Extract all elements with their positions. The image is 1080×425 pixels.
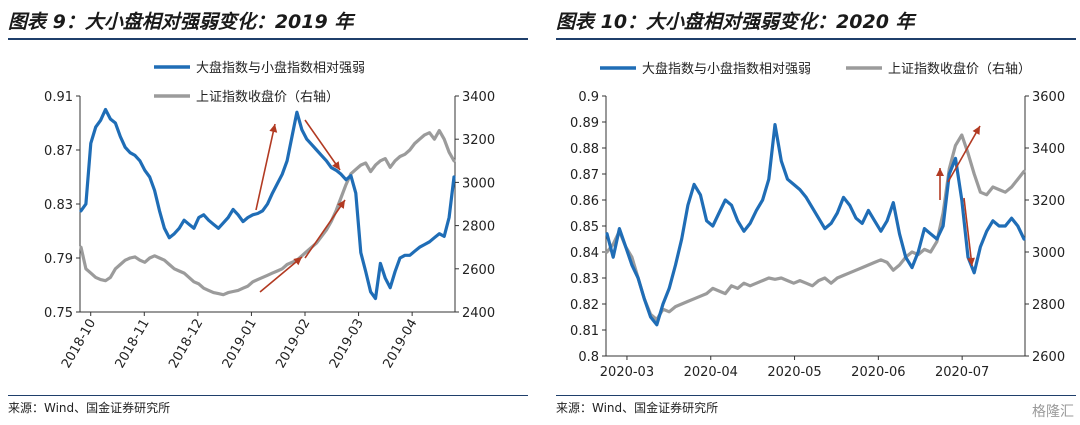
right-ytick-label-left: 0.81 bbox=[570, 324, 599, 339]
source-rule-left bbox=[8, 395, 528, 396]
left-ytick-label-right: 2400 bbox=[462, 306, 495, 321]
left-legend-label-0: 大盘指数与小盘指数相对强弱 bbox=[196, 60, 365, 76]
right-xtick-label: 2020-03 bbox=[600, 365, 654, 380]
chart-title-right: 图表 10：大小盘相对强弱变化：2020 年 bbox=[556, 11, 915, 33]
right-ytick-label-right: 3000 bbox=[1032, 246, 1065, 261]
left-annotation-arrow-head bbox=[332, 161, 340, 170]
watermark-logo: 格隆汇 bbox=[1032, 404, 1074, 420]
left-ytick-label-right: 3400 bbox=[462, 90, 495, 105]
left-ytick-label-left: 0.79 bbox=[44, 252, 73, 267]
right-legend-label-1: 上证指数收盘价（右轴） bbox=[888, 61, 1031, 77]
left-xtick-label: 2018-11 bbox=[113, 317, 153, 372]
right-ytick-label-left: 0.89 bbox=[570, 116, 599, 131]
right-ytick-label-left: 0.84 bbox=[570, 246, 599, 261]
right-ytick-label-left: 0.8 bbox=[578, 350, 599, 365]
left-xtick-label: 2018-10 bbox=[59, 317, 99, 372]
left-xtick-label: 2019-02 bbox=[273, 317, 313, 372]
left-annotation-arrow-head bbox=[293, 257, 302, 266]
left-ytick-label-left: 0.87 bbox=[44, 144, 73, 159]
source-note-right: 来源：Wind、国金证券研究所 bbox=[556, 401, 719, 415]
left-ytick-label-left: 0.83 bbox=[44, 198, 73, 213]
right-ytick-label-right: 2600 bbox=[1032, 350, 1065, 365]
right-legend-label-0: 大盘指数与小盘指数相对强弱 bbox=[642, 61, 811, 77]
right-ytick-label-left: 0.88 bbox=[570, 142, 599, 157]
left-annotation-arrow-line bbox=[304, 199, 346, 259]
right-ytick-label-left: 0.9 bbox=[578, 90, 599, 105]
right-annotation-arrow-line bbox=[963, 197, 973, 267]
right-xtick-label: 2020-06 bbox=[851, 365, 905, 380]
left-ytick-label-right: 3000 bbox=[462, 176, 495, 191]
chart-panel-left: 图表 9：大小盘相对强弱变化：2019 年 0.91 0.87 0.83 0.79 0.… bbox=[0, 0, 532, 425]
right-annotation-arrow-head bbox=[972, 126, 980, 135]
left-annotation-arrow-line bbox=[259, 256, 303, 293]
right-ytick-label-right: 3200 bbox=[1032, 194, 1065, 209]
right-series-shanghai-index bbox=[605, 133, 1026, 322]
left-annotation-arrow-head bbox=[337, 200, 345, 209]
left-xtick-label: 2019-03 bbox=[327, 317, 367, 372]
right-series-relative-strength bbox=[605, 122, 1026, 327]
left-legend-label-1: 上证指数收盘价（右轴） bbox=[196, 89, 339, 105]
title-rule-left bbox=[8, 38, 528, 40]
right-ytick-label-right: 2800 bbox=[1032, 298, 1065, 313]
source-rule-right bbox=[556, 395, 1076, 396]
left-ytick-label-right: 3200 bbox=[462, 133, 495, 148]
right-annotation-arrow-line bbox=[947, 125, 981, 183]
right-xtick-label: 2020-04 bbox=[684, 365, 738, 380]
right-ytick-label-left: 0.87 bbox=[570, 168, 599, 183]
left-ytick-label-right: 2800 bbox=[462, 220, 495, 235]
right-ytick-label-right: 3400 bbox=[1032, 142, 1065, 157]
left-series-relative-strength bbox=[79, 107, 456, 301]
left-ytick-label-left: 0.75 bbox=[44, 306, 73, 321]
right-ytick-label-right: 3600 bbox=[1032, 90, 1065, 105]
right-annotation-arrow-head bbox=[936, 168, 944, 176]
left-annotation-arrow-line bbox=[304, 119, 341, 171]
left-xtick-label: 2019-04 bbox=[380, 317, 420, 372]
right-xtick-label: 2020-05 bbox=[767, 365, 821, 380]
right-annotation-arrow-head bbox=[967, 257, 975, 266]
left-annotation-arrow-line bbox=[255, 123, 276, 211]
right-ytick-label-left: 0.85 bbox=[570, 220, 599, 235]
left-annotation-arrow-head bbox=[269, 124, 278, 133]
right-xtick-label: 2020-07 bbox=[935, 365, 989, 380]
left-ytick-label-right: 2600 bbox=[462, 263, 495, 278]
left-ytick-label-left: 0.91 bbox=[44, 90, 73, 105]
source-note-left: 来源：Wind、国金证券研究所 bbox=[8, 401, 171, 415]
right-ytick-label-left: 0.83 bbox=[570, 272, 599, 287]
right-ytick-label-left: 0.86 bbox=[570, 194, 599, 209]
left-xtick-label: 2018-12 bbox=[166, 317, 206, 372]
chart-svg-left: 0.91 0.87 0.83 0.79 0.75 3400 3200 3000 2800 2600… bbox=[44, 60, 495, 372]
title-rule-right bbox=[556, 38, 1076, 40]
chart-panel-right: 图表 10：大小盘相对强弱变化：2020 年 0.9 0.89 0.88 0.87 0.… bbox=[548, 0, 1080, 425]
left-series-shanghai-index bbox=[79, 128, 456, 297]
left-xtick-label: 2019-01 bbox=[220, 317, 260, 372]
right-ytick-label-left: 0.82 bbox=[570, 298, 599, 313]
chart-title-left: 图表 9：大小盘相对强弱变化：2019 年 bbox=[8, 11, 354, 33]
chart-svg-right: 0.9 0.89 0.88 0.87 0.86 0.85 0.84 0.83 0.82 0.81 0… bbox=[570, 61, 1065, 380]
